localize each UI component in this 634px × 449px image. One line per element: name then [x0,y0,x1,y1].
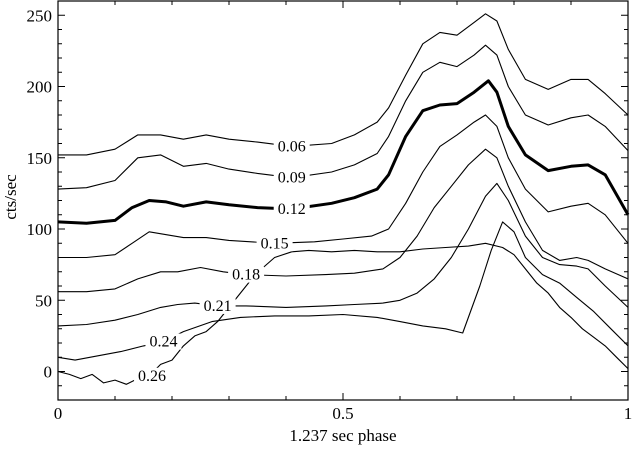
series-label-bg [273,138,310,155]
series-label-0-12: 0.12 [278,201,306,218]
y-tick-label: 200 [27,78,53,97]
series-line-0-18 [58,148,629,293]
series-label-bg [145,333,182,350]
axis-ticks: 0 0.5 1 0 50 100 150 200 250 [27,1,633,423]
series-label-bg [199,297,236,314]
series-line-0-12 [57,79,630,225]
series-label-bg [273,169,310,186]
x-tick-label: 0 [54,404,63,423]
y-axis-label: cts/sec [1,174,20,220]
x-tick-label: 1 [624,404,633,423]
series-line-0-21 [57,182,629,327]
series-label-0-26: 0.26 [138,368,166,385]
series-label-bg [273,201,310,218]
series-label-bg [134,367,171,384]
series-lines [57,13,630,385]
series-label-0-06: 0.06 [278,138,306,155]
series-line-0-09 [57,44,629,190]
x-axis-label: 1.237 sec phase [289,426,396,445]
series-line-0-26 [57,242,629,385]
y-tick-label: 50 [35,291,52,310]
y-tick-label: 0 [44,363,53,382]
series-label-bg [228,266,265,283]
y-tick-label: 100 [27,220,53,239]
series-line-0-15 [58,114,629,259]
series-label-0-15: 0.15 [261,235,289,252]
x-tick-label: 0.5 [332,404,353,423]
series-line-0-24 [57,221,629,361]
series-line-0-06 [58,13,629,156]
series-label-0-21: 0.21 [204,298,232,315]
y-tick-label: 150 [27,149,53,168]
y-tick-label: 250 [27,6,53,25]
series-label-0-09: 0.09 [278,170,306,187]
series-label-0-24: 0.24 [149,334,177,351]
series-label-bg [256,235,293,252]
series-labels: 0.06 0.09 0.12 0.150.180.21 0.24 0.26 [134,138,310,385]
series-label-0-18: 0.18 [232,267,260,284]
